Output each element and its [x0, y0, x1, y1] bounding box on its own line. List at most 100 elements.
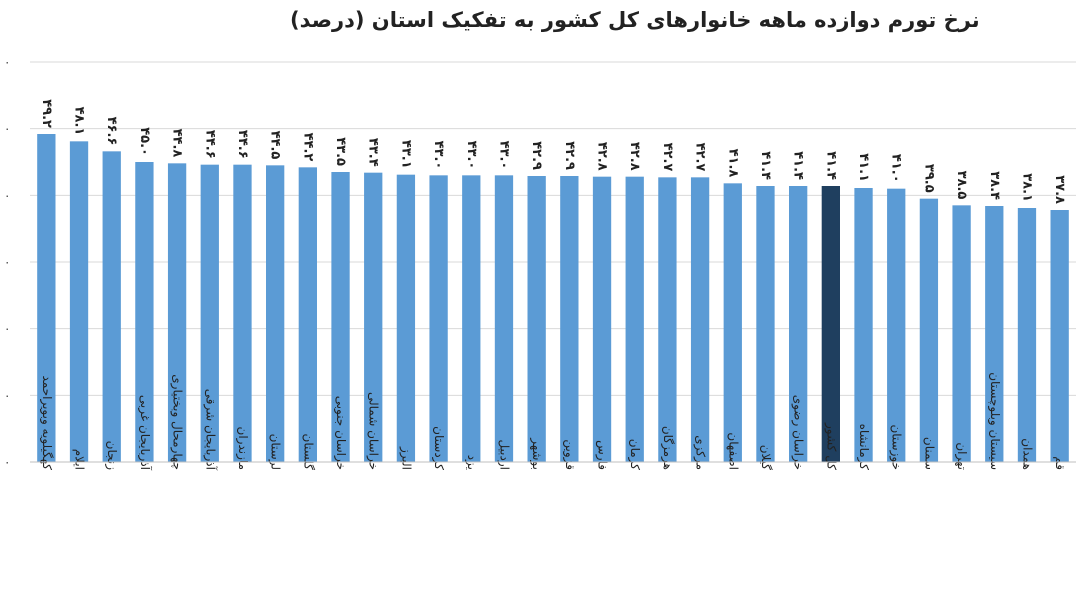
value-label: ۴۱.۴ [791, 151, 806, 180]
value-label: ۳۹.۵ [921, 164, 936, 193]
bar [1017, 208, 1037, 462]
bar [625, 176, 644, 462]
value-label: ۴۳.۴ [366, 138, 381, 167]
value-label: ۴۱.۴ [823, 151, 838, 180]
bar [135, 162, 154, 462]
bar [789, 186, 808, 462]
value-label: ۴۳.۰ [464, 141, 479, 170]
category-label: کهگیلویه وبویراحمد [39, 375, 54, 470]
y-tick-label: ۰ [4, 455, 10, 469]
y-tick-label: ۰ [4, 388, 10, 402]
category-label: اصفهان [726, 432, 740, 470]
category-label: کرمان [627, 439, 642, 471]
y-tick-label: ۰ [4, 122, 10, 136]
bar-highlight [821, 186, 840, 462]
value-label: ۴۴.۵ [268, 131, 283, 160]
bar [494, 175, 514, 463]
value-label: ۴۲.۷ [660, 143, 675, 172]
bar [102, 151, 121, 463]
category-label: تهران [954, 442, 969, 470]
value-label: ۳۸.۵ [954, 171, 969, 200]
value-label: ۴۲.۹ [562, 141, 577, 170]
bar [69, 141, 89, 463]
category-label: سیستان وبلوچستان [987, 372, 1002, 470]
bar [37, 134, 56, 462]
category-label: قم [1053, 456, 1067, 470]
value-label: ۴۱.۱ [856, 153, 871, 182]
value-label: ۴۲.۸ [627, 142, 642, 171]
value-label: ۴۱.۰ [889, 154, 904, 183]
category-label: قزوین [562, 439, 577, 470]
y-tick-label: ۰ [4, 55, 10, 69]
bar [1050, 210, 1069, 462]
bar [723, 183, 742, 463]
category-label: ایلام [73, 449, 87, 470]
bar [756, 186, 775, 462]
bar [396, 174, 416, 462]
bar [200, 164, 219, 462]
y-tick-label: ۰ [4, 255, 10, 269]
y-tick-label: ۰ [4, 322, 10, 336]
category-label: فارس [595, 440, 610, 470]
value-label: ۴۳.۰ [431, 141, 446, 170]
value-label: ۴۴.۶ [202, 130, 217, 159]
bar [429, 175, 448, 463]
value-label: ۴۳.۵ [333, 137, 348, 166]
category-label: کردستان [431, 426, 446, 470]
bar [690, 177, 710, 463]
value-label: ۴۴.۲ [300, 133, 315, 162]
bar [887, 188, 906, 462]
value-label: ۴۲.۷ [693, 143, 708, 172]
category-label: کل کشور [823, 422, 838, 470]
value-label: ۴۱.۸ [725, 149, 740, 178]
category-label: گیلان [759, 445, 773, 471]
value-label: ۳۸.۱ [1019, 173, 1034, 202]
bar [266, 165, 285, 463]
category-label: زنجان [104, 441, 119, 471]
y-tick-label: ۰ [4, 188, 10, 202]
category-label: سمنان [922, 437, 936, 470]
value-label: ۴۴.۸ [170, 129, 185, 158]
category-label: مرکزی [693, 435, 708, 470]
chart-title: نرخ تورم دوازده ماهه خانوارهای کل کشور ب… [290, 8, 980, 32]
value-label: ۴۴.۶ [235, 130, 250, 159]
category-label: البرز [398, 446, 413, 470]
bar [527, 176, 546, 462]
value-label: ۴۵.۰ [137, 127, 152, 156]
bar [331, 172, 350, 462]
value-label: ۳۸.۴ [987, 171, 1002, 200]
category-label: چهارمحال وبختیاری [170, 374, 185, 470]
category-label: هرمزگان [660, 426, 675, 470]
category-label: لرستان [268, 434, 283, 470]
value-label: ۴۸.۱ [72, 107, 87, 136]
bar [952, 205, 971, 463]
category-label: خوزستان [889, 424, 904, 470]
bar [298, 167, 317, 463]
value-label: ۴۲.۸ [595, 142, 610, 171]
bar [167, 163, 187, 463]
bar [233, 164, 252, 462]
bar [462, 175, 481, 463]
bar [658, 177, 677, 463]
category-label: بوشهر [529, 437, 544, 470]
value-label: ۴۳.۰ [496, 141, 511, 170]
category-label: خراسان رضوی [791, 395, 806, 470]
category-label: اردبیل [496, 439, 511, 470]
bar [919, 198, 939, 462]
bar [364, 172, 383, 462]
value-label: ۴۶.۶ [104, 117, 119, 146]
category-label: آذربایجان غربی [137, 395, 153, 471]
value-label: ۴۲.۹ [529, 141, 544, 170]
category-label: کرمانشاه [856, 424, 871, 471]
bar [592, 176, 612, 462]
bar [985, 206, 1004, 462]
bar [560, 176, 579, 462]
category-label: همدان [1020, 438, 1034, 470]
value-label: ۴۳.۱ [398, 140, 413, 169]
value-label: ۴۹.۲ [39, 99, 54, 128]
category-label: مازندران [235, 427, 250, 470]
value-label: ۳۷.۸ [1052, 175, 1067, 204]
category-label: خراسان جنوبی [333, 396, 348, 470]
